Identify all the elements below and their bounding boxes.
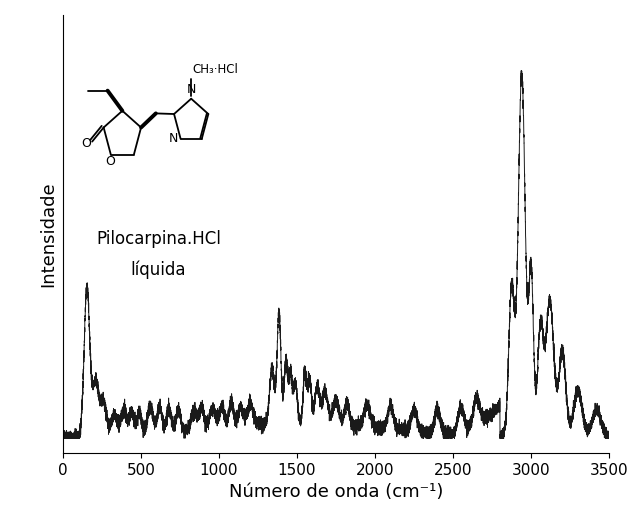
Text: Pilocarpina.HCl: Pilocarpina.HCl [96, 230, 221, 248]
Y-axis label: Intensidade: Intensidade [39, 181, 57, 287]
X-axis label: Número de onda (cm⁻¹): Número de onda (cm⁻¹) [229, 484, 443, 502]
Text: líquida: líquida [131, 261, 186, 279]
